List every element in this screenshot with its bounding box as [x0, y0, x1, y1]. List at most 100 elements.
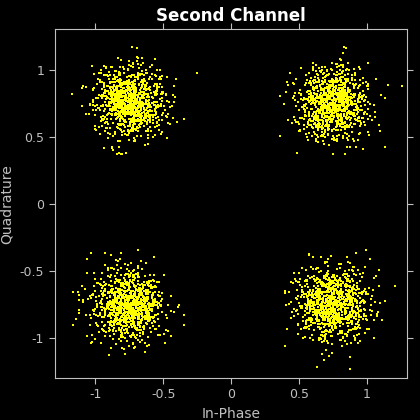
- Channel 1: [134, 312, 141, 319]
- Channel 1: [125, 122, 131, 129]
- Channel 1: [131, 110, 137, 117]
- Channel 1: [123, 97, 129, 104]
- Channel 1: [147, 64, 154, 71]
- Channel 1: [145, 90, 152, 97]
- Channel 1: [352, 71, 359, 78]
- Channel 1: [331, 70, 337, 77]
- Channel 1: [116, 111, 123, 118]
- Channel 1: [113, 320, 120, 327]
- Channel 1: [341, 297, 348, 304]
- Channel 1: [134, 286, 141, 293]
- Channel 1: [320, 328, 327, 335]
- Channel 1: [319, 309, 326, 315]
- Channel 1: [326, 103, 333, 110]
- Channel 1: [320, 310, 327, 317]
- Channel 1: [314, 275, 320, 281]
- Channel 1: [136, 113, 143, 120]
- Channel 1: [339, 102, 346, 109]
- Channel 1: [126, 83, 133, 90]
- Channel 1: [151, 72, 158, 79]
- Channel 1: [131, 299, 137, 305]
- Channel 1: [354, 116, 361, 123]
- Channel 1: [139, 310, 145, 316]
- Channel 1: [338, 304, 344, 310]
- Channel 1: [145, 85, 152, 92]
- Channel 1: [339, 342, 346, 349]
- Channel 1: [343, 332, 350, 339]
- Channel 1: [324, 92, 331, 99]
- Channel 1: [148, 293, 155, 300]
- Channel 1: [307, 115, 313, 122]
- Channel 1: [346, 278, 353, 285]
- Channel 1: [119, 281, 126, 288]
- Channel 1: [147, 289, 153, 295]
- Channel 1: [112, 295, 118, 302]
- Channel 1: [377, 128, 383, 134]
- Channel 1: [306, 80, 312, 87]
- Channel 1: [117, 108, 124, 114]
- Channel 1: [121, 319, 127, 326]
- Channel 1: [346, 293, 353, 299]
- Channel 1: [299, 317, 306, 324]
- Channel 1: [321, 317, 328, 323]
- Channel 1: [333, 107, 339, 113]
- Channel 1: [150, 318, 157, 325]
- Channel 1: [124, 103, 131, 110]
- Channel 1: [144, 117, 151, 124]
- Channel 1: [325, 102, 332, 108]
- Channel 1: [327, 297, 334, 303]
- Channel 1: [298, 294, 304, 300]
- Channel 1: [135, 304, 142, 311]
- Channel 1: [145, 100, 152, 107]
- Channel 1: [316, 94, 323, 101]
- Channel 1: [122, 299, 129, 305]
- Channel 1: [310, 77, 317, 84]
- Channel 1: [138, 285, 145, 292]
- Channel 1: [346, 301, 353, 308]
- Channel 1: [332, 307, 339, 314]
- Channel 1: [323, 92, 330, 99]
- Channel 1: [314, 71, 321, 78]
- Channel 1: [137, 95, 144, 102]
- Channel 1: [320, 121, 326, 127]
- Channel 1: [304, 295, 311, 302]
- Channel 1: [352, 295, 359, 302]
- Channel 1: [152, 103, 159, 110]
- Channel 1: [130, 310, 136, 317]
- Channel 1: [122, 301, 129, 308]
- Channel 1: [311, 102, 318, 109]
- Channel 1: [107, 319, 114, 326]
- Channel 1: [135, 100, 142, 106]
- Channel 1: [134, 102, 141, 109]
- Channel 1: [307, 78, 313, 84]
- Channel 1: [329, 91, 336, 98]
- Channel 1: [97, 67, 104, 74]
- Channel 1: [109, 297, 116, 303]
- Channel 1: [121, 310, 127, 316]
- Channel 1: [108, 288, 115, 295]
- Channel 1: [358, 94, 365, 100]
- Channel 1: [126, 293, 132, 300]
- Channel 1: [346, 295, 353, 302]
- Channel 1: [320, 90, 327, 97]
- Channel 1: [142, 302, 149, 309]
- Channel 1: [307, 97, 313, 104]
- Channel 1: [338, 92, 344, 99]
- Channel 1: [107, 322, 113, 328]
- Channel 1: [129, 110, 136, 116]
- Channel 1: [144, 70, 150, 77]
- Channel 1: [108, 283, 115, 290]
- Channel 1: [347, 283, 354, 290]
- Channel 1: [349, 320, 356, 327]
- Channel 1: [132, 78, 139, 84]
- Channel 1: [87, 312, 93, 318]
- Channel 1: [117, 309, 124, 315]
- Channel 1: [319, 78, 326, 85]
- Channel 1: [95, 105, 102, 111]
- Channel 1: [141, 301, 148, 308]
- Channel 1: [110, 291, 117, 298]
- Channel 1: [144, 110, 151, 117]
- Channel 1: [118, 77, 124, 84]
- Channel 1: [119, 111, 126, 118]
- Channel 1: [128, 99, 134, 105]
